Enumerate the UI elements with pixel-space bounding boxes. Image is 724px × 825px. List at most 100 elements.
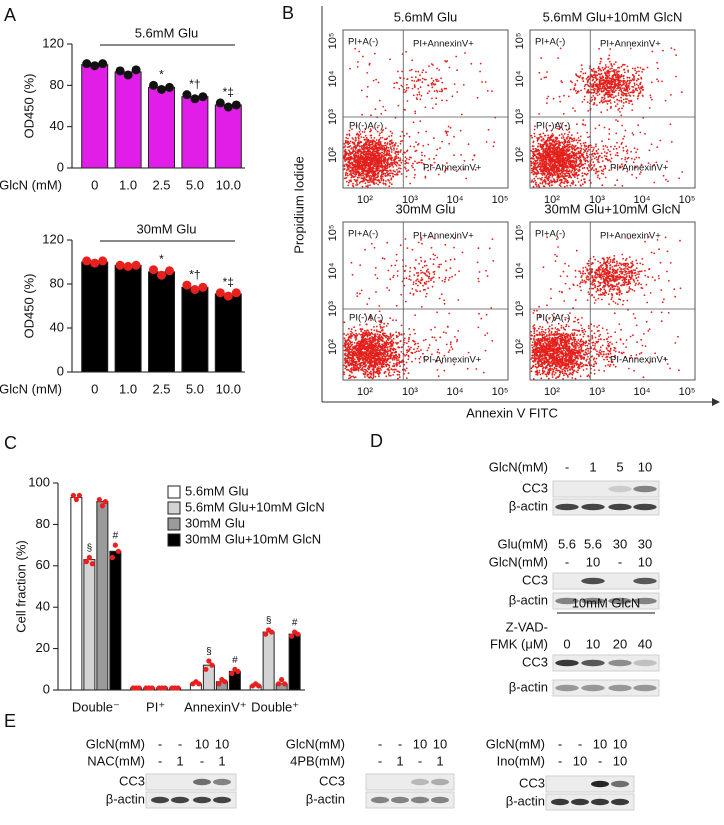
event-dot bbox=[448, 66, 451, 69]
event-dot bbox=[571, 173, 574, 176]
event-dot bbox=[350, 170, 352, 173]
event-dot bbox=[392, 169, 395, 172]
event-dot bbox=[551, 181, 553, 184]
event-dot bbox=[632, 161, 635, 164]
event-dot bbox=[567, 146, 570, 149]
bar bbox=[288, 633, 301, 691]
event-dot bbox=[374, 155, 376, 158]
event-dot bbox=[385, 146, 388, 149]
event-dot bbox=[381, 147, 383, 150]
event-dot bbox=[358, 134, 360, 137]
event-dot bbox=[625, 145, 627, 148]
event-dot bbox=[596, 83, 598, 85]
event-dot bbox=[617, 76, 619, 79]
event-dot bbox=[587, 90, 589, 93]
event-dot bbox=[399, 167, 402, 170]
event-dot bbox=[344, 173, 347, 176]
event-dot bbox=[556, 180, 559, 183]
event-dot bbox=[349, 152, 352, 155]
event-dot bbox=[412, 94, 415, 97]
event-dot bbox=[631, 103, 634, 106]
event-dot bbox=[424, 106, 427, 109]
event-dot bbox=[562, 172, 564, 175]
event-dot bbox=[401, 70, 403, 73]
event-dot bbox=[625, 160, 628, 163]
event-dot bbox=[405, 50, 407, 53]
event-dot bbox=[611, 70, 613, 72]
event-dot bbox=[372, 178, 375, 181]
event-dot bbox=[571, 148, 574, 151]
event-dot bbox=[365, 151, 368, 153]
event-dot bbox=[352, 172, 354, 175]
event-dot bbox=[375, 355, 378, 357]
event-dot bbox=[383, 150, 386, 153]
event-dot bbox=[533, 168, 535, 171]
event-dot bbox=[546, 171, 549, 174]
bar bbox=[214, 293, 242, 373]
event-dot bbox=[403, 151, 406, 154]
event-dot bbox=[436, 67, 438, 70]
event-dot bbox=[580, 147, 582, 150]
event-dot bbox=[563, 185, 566, 188]
event-dot bbox=[583, 85, 586, 87]
event-dot bbox=[378, 169, 380, 172]
event-dot bbox=[362, 370, 365, 372]
event-dot bbox=[562, 143, 565, 146]
event-dot bbox=[667, 180, 669, 183]
event-dot bbox=[562, 135, 564, 137]
event-dot bbox=[371, 166, 373, 169]
event-dot bbox=[594, 76, 597, 79]
event-dot bbox=[405, 83, 408, 86]
event-dot bbox=[594, 73, 596, 76]
event-dot bbox=[607, 87, 610, 90]
data-point bbox=[276, 681, 282, 687]
event-dot bbox=[374, 344, 377, 347]
event-dot bbox=[566, 159, 569, 162]
event-dot bbox=[376, 167, 379, 169]
event-dot bbox=[394, 152, 396, 155]
event-dot bbox=[601, 184, 604, 187]
event-dot bbox=[616, 74, 619, 77]
event-dot bbox=[419, 161, 421, 164]
event-dot bbox=[624, 88, 626, 91]
event-dot bbox=[620, 114, 623, 117]
event-dot bbox=[600, 111, 603, 114]
event-dot bbox=[367, 376, 370, 379]
event-dot bbox=[618, 89, 621, 92]
event-dot bbox=[637, 95, 639, 98]
event-dot bbox=[608, 138, 610, 141]
data-point bbox=[136, 685, 142, 691]
event-dot bbox=[556, 178, 559, 181]
event-dot bbox=[345, 348, 348, 350]
event-dot bbox=[562, 161, 565, 164]
event-dot bbox=[362, 143, 365, 146]
event-dot bbox=[614, 74, 617, 77]
event-dot bbox=[544, 163, 547, 166]
event-dot bbox=[380, 161, 383, 164]
event-dot bbox=[585, 78, 588, 80]
event-dot bbox=[382, 182, 385, 185]
event-dot bbox=[596, 94, 599, 97]
event-dot bbox=[345, 157, 348, 160]
data-point bbox=[216, 681, 222, 687]
event-dot bbox=[532, 181, 535, 183]
event-dot bbox=[539, 182, 542, 185]
event-dot bbox=[574, 110, 576, 112]
event-dot bbox=[576, 177, 579, 180]
event-dot bbox=[373, 150, 376, 153]
event-dot bbox=[383, 162, 385, 165]
event-dot bbox=[390, 177, 393, 180]
data-point bbox=[162, 685, 168, 691]
event-dot bbox=[564, 146, 567, 149]
event-dot bbox=[565, 153, 567, 155]
event-dot bbox=[456, 91, 459, 93]
event-dot bbox=[550, 136, 553, 139]
event-dot bbox=[541, 170, 544, 173]
event-dot bbox=[608, 83, 611, 85]
event-dot bbox=[532, 140, 535, 143]
event-dot bbox=[435, 97, 438, 100]
significance-mark: *† bbox=[189, 77, 200, 91]
data-point bbox=[196, 681, 202, 687]
data-point bbox=[98, 59, 108, 69]
event-dot bbox=[373, 52, 376, 55]
